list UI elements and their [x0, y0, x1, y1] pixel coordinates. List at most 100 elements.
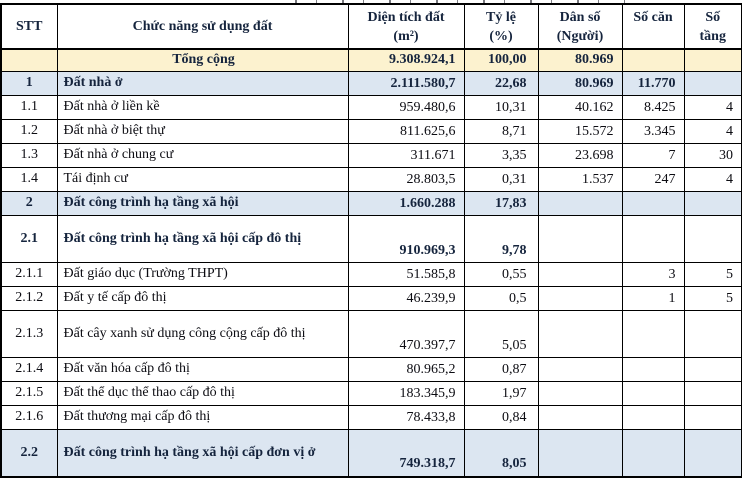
- cell-units: [621, 381, 685, 407]
- cell-stt: 2.1.3: [0, 310, 58, 359]
- header-area-line1: Diện tích đất: [367, 10, 445, 25]
- cell-units: [621, 357, 685, 383]
- cell-units: 7: [621, 143, 685, 169]
- header-stt: STT: [0, 3, 58, 50]
- table-row: 2.2 Đất công trình hạ tầng xã hội cấp đơn…: [0, 429, 742, 478]
- cell-stt: 1.4: [0, 167, 58, 193]
- table-row: 1 Đất nhà ở 2.111.580,7 22,68 80.969 11.770: [0, 71, 742, 97]
- cell-area: 811.625,6: [347, 119, 465, 145]
- cell-floors: 4: [683, 95, 742, 121]
- cell-ratio: 0,87: [463, 357, 539, 383]
- cell-floors: [683, 191, 742, 217]
- table-header: STT Chức năng sử dụng đất Diện tích đất …: [0, 3, 742, 50]
- cell-stt: 2.1.4: [0, 357, 58, 383]
- cell-population: 23.698: [537, 143, 623, 169]
- table-row: 2.1.1 Đất giáo dục (Trường THPT) 51.585,8 0…: [0, 262, 742, 288]
- header-floors-line1: Số: [705, 10, 721, 25]
- cell-population: [537, 381, 623, 407]
- cell-stt: 2: [0, 191, 58, 217]
- cell-population: 1.537: [537, 167, 623, 193]
- table-row: 1.4 Tái định cư 28.803,5 0,31 1.537 247 4: [0, 167, 742, 193]
- cell-area: 959.480,6: [347, 95, 465, 121]
- header-row: STT Chức năng sử dụng đất Diện tích đất …: [0, 3, 742, 50]
- cell-label: Đất công trình hạ tầng xã hội cấp đô thị: [56, 215, 349, 264]
- cell-stt: 2.1.1: [0, 262, 58, 288]
- cell-label: Đất nhà ở biệt thự: [56, 119, 349, 145]
- cell-stt: [0, 48, 58, 73]
- header-function-label: Chức năng sử dụng đất: [132, 18, 273, 34]
- cell-label: Đất thương mại cấp đô thị: [56, 405, 349, 431]
- table-row: 2.1.6 Đất thương mại cấp đô thị 78.433,8 0,…: [0, 405, 742, 431]
- cell-units: 11.770: [621, 71, 685, 97]
- cell-ratio: 0,84: [463, 405, 539, 431]
- header-stt-label: STT: [16, 18, 43, 34]
- cell-population: [537, 262, 623, 288]
- cell-units: 3: [621, 262, 685, 288]
- cell-ratio: 3,35: [463, 143, 539, 169]
- cell-floors: [683, 48, 742, 73]
- cell-stt: 1: [0, 71, 58, 97]
- cell-floors: 5: [683, 262, 742, 288]
- cell-floors: [683, 71, 742, 97]
- table-row: 1.3 Đất nhà ở chung cư 311.671 3,35 23.698 7 3…: [0, 143, 742, 169]
- cell-stt: 2.2: [0, 429, 58, 478]
- cell-units: [621, 48, 685, 73]
- cell-ratio: 1,97: [463, 381, 539, 407]
- cell-ratio: 8,71: [463, 119, 539, 145]
- cell-label: Đất cây xanh sử dụng công cộng cấp đô th…: [56, 310, 349, 359]
- cell-stt: 2.1: [0, 215, 58, 264]
- cell-population: [537, 429, 623, 478]
- cell-ratio: 0,5: [463, 286, 539, 312]
- cell-label: Tái định cư: [56, 167, 349, 193]
- header-population-line1: Dân số: [559, 10, 601, 25]
- cell-units: [621, 429, 685, 478]
- cell-ratio: 8,05: [463, 429, 539, 478]
- cell-floors: [683, 429, 742, 478]
- cell-area: 28.803,5: [347, 167, 465, 193]
- cell-ratio: 5,05: [463, 310, 539, 359]
- cell-population: [537, 357, 623, 383]
- cell-ratio: 10,31: [463, 95, 539, 121]
- table-row: 2 Đất công trình hạ tầng xã hội 1.660.288 1…: [0, 191, 742, 217]
- table-row: Tổng cộng 9.308.924,1 100,00 80.969: [0, 48, 742, 73]
- cell-units: [621, 215, 685, 264]
- cell-area: 910.969,3: [347, 215, 465, 264]
- header-units: Số căn: [621, 3, 685, 50]
- table-body: Tổng cộng 9.308.924,1 100,00 80.969 1 Đất nhà…: [0, 48, 742, 478]
- land-use-table: STT Chức năng sử dụng đất Diện tích đất …: [0, 3, 742, 478]
- table-row: 2.1.5 Đất thể dục thể thao cấp đô thị 183.…: [0, 381, 742, 407]
- cell-ratio: 17,83: [463, 191, 539, 217]
- cell-area: 80.965,2: [347, 357, 465, 383]
- cell-units: 8.425: [621, 95, 685, 121]
- cell-floors: [683, 357, 742, 383]
- cell-label: Đất công trình hạ tầng xã hội cấp đơn vị…: [56, 429, 349, 478]
- cell-units: [621, 405, 685, 431]
- cell-ratio: 0,31: [463, 167, 539, 193]
- cell-stt: 2.1.2: [0, 286, 58, 312]
- cell-units: [621, 310, 685, 359]
- cell-floors: 4: [683, 119, 742, 145]
- header-units-label: Số căn: [633, 10, 673, 25]
- table-row: 1.2 Đất nhà ở biệt thự 811.625,6 8,71 15.572…: [0, 119, 742, 145]
- cell-units: [621, 191, 685, 217]
- cell-label: Đất thể dục thể thao cấp đô thị: [56, 381, 349, 407]
- header-ratio: Tỷ lệ (%): [463, 3, 539, 50]
- table-row: 2.1 Đất công trình hạ tầng xã hội cấp đô …: [0, 215, 742, 264]
- header-function: Chức năng sử dụng đất: [56, 3, 349, 50]
- cell-floors: 5: [683, 286, 742, 312]
- cell-ratio: 100,00: [463, 48, 539, 73]
- cropped-caption-fragment: [295, 0, 625, 3]
- cell-label: Đất văn hóa cấp đô thị: [56, 357, 349, 383]
- cell-label: Đất nhà ở liền kề: [56, 95, 349, 121]
- cell-floors: [683, 310, 742, 359]
- cell-area: 1.660.288: [347, 191, 465, 217]
- header-population-line2: (Người): [556, 29, 604, 45]
- cell-label: Đất công trình hạ tầng xã hội: [56, 191, 349, 217]
- header-area-line2: (m²): [393, 29, 419, 45]
- header-ratio-line2: (%): [489, 29, 513, 45]
- cell-floors: 4: [683, 167, 742, 193]
- cell-stt: 1.1: [0, 95, 58, 121]
- cell-floors: 30: [683, 143, 742, 169]
- cell-population: 15.572: [537, 119, 623, 145]
